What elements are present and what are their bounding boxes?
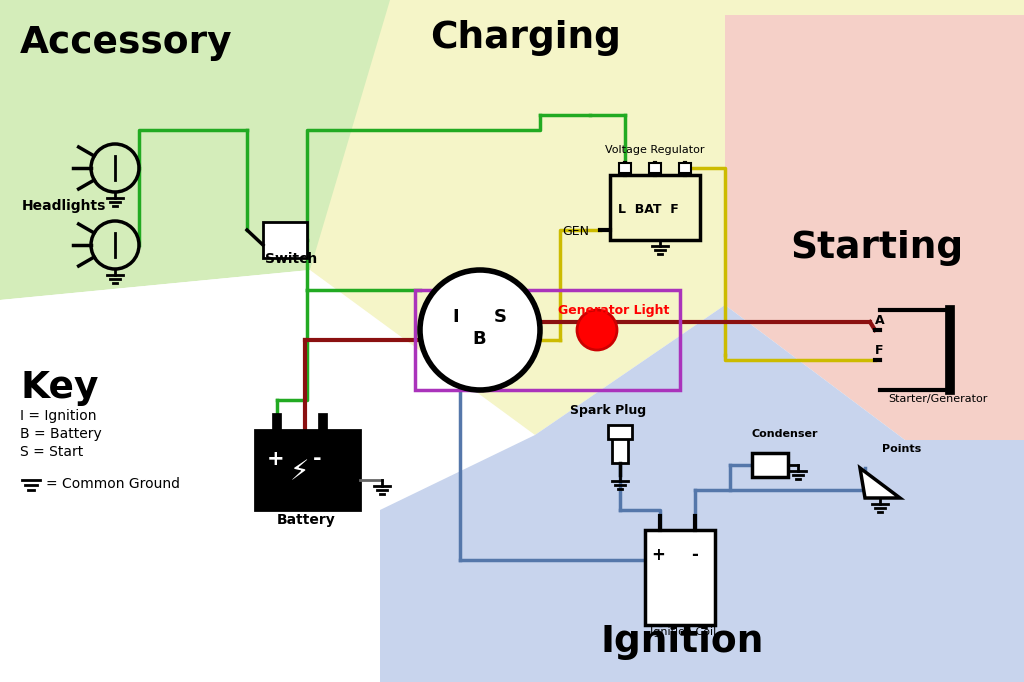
Text: Switch: Switch: [265, 252, 317, 266]
Text: Starter/Generator: Starter/Generator: [888, 394, 987, 404]
Text: -: -: [691, 546, 698, 564]
Circle shape: [577, 310, 617, 350]
Text: Battery: Battery: [278, 513, 336, 527]
Text: Ignition: Ignition: [600, 624, 763, 660]
FancyBboxPatch shape: [263, 222, 307, 258]
Text: B = Battery: B = Battery: [20, 427, 101, 441]
Text: Ignition Coil: Ignition Coil: [650, 627, 716, 637]
Text: I = Ignition: I = Ignition: [20, 409, 96, 423]
FancyBboxPatch shape: [679, 163, 691, 173]
Text: Accessory: Accessory: [20, 25, 232, 61]
Text: Key: Key: [20, 370, 98, 406]
Text: A: A: [874, 314, 885, 327]
FancyBboxPatch shape: [649, 163, 662, 173]
Text: -: -: [313, 449, 322, 469]
Polygon shape: [310, 0, 1024, 435]
Polygon shape: [860, 468, 900, 498]
Text: B: B: [472, 330, 485, 348]
Polygon shape: [0, 0, 420, 300]
Circle shape: [420, 270, 540, 390]
FancyBboxPatch shape: [645, 530, 715, 625]
FancyBboxPatch shape: [618, 163, 631, 173]
Text: Voltage Regulator: Voltage Regulator: [605, 145, 705, 155]
FancyBboxPatch shape: [255, 430, 360, 510]
Text: Headlights: Headlights: [22, 199, 106, 213]
Text: Charging: Charging: [430, 20, 621, 56]
Polygon shape: [725, 15, 1024, 440]
Text: +: +: [651, 546, 665, 564]
Text: S = Start: S = Start: [20, 445, 83, 459]
Text: F: F: [874, 344, 884, 357]
Text: Spark Plug: Spark Plug: [570, 404, 646, 417]
Text: GEN: GEN: [562, 225, 589, 238]
Polygon shape: [0, 270, 380, 682]
Text: L  BAT  F: L BAT F: [618, 203, 679, 216]
Text: Points: Points: [882, 444, 922, 454]
Text: = Common Ground: = Common Ground: [46, 477, 180, 491]
Text: Condenser: Condenser: [752, 429, 818, 439]
FancyBboxPatch shape: [612, 435, 628, 463]
Text: Starting: Starting: [790, 230, 964, 266]
Text: I: I: [452, 308, 459, 326]
Text: Generator Light: Generator Light: [558, 304, 670, 317]
Polygon shape: [380, 305, 1024, 682]
FancyBboxPatch shape: [752, 453, 788, 477]
FancyBboxPatch shape: [610, 175, 700, 240]
Text: ⚡: ⚡: [290, 458, 309, 486]
Text: S: S: [494, 308, 507, 326]
Text: +: +: [267, 449, 285, 469]
FancyBboxPatch shape: [608, 425, 632, 439]
